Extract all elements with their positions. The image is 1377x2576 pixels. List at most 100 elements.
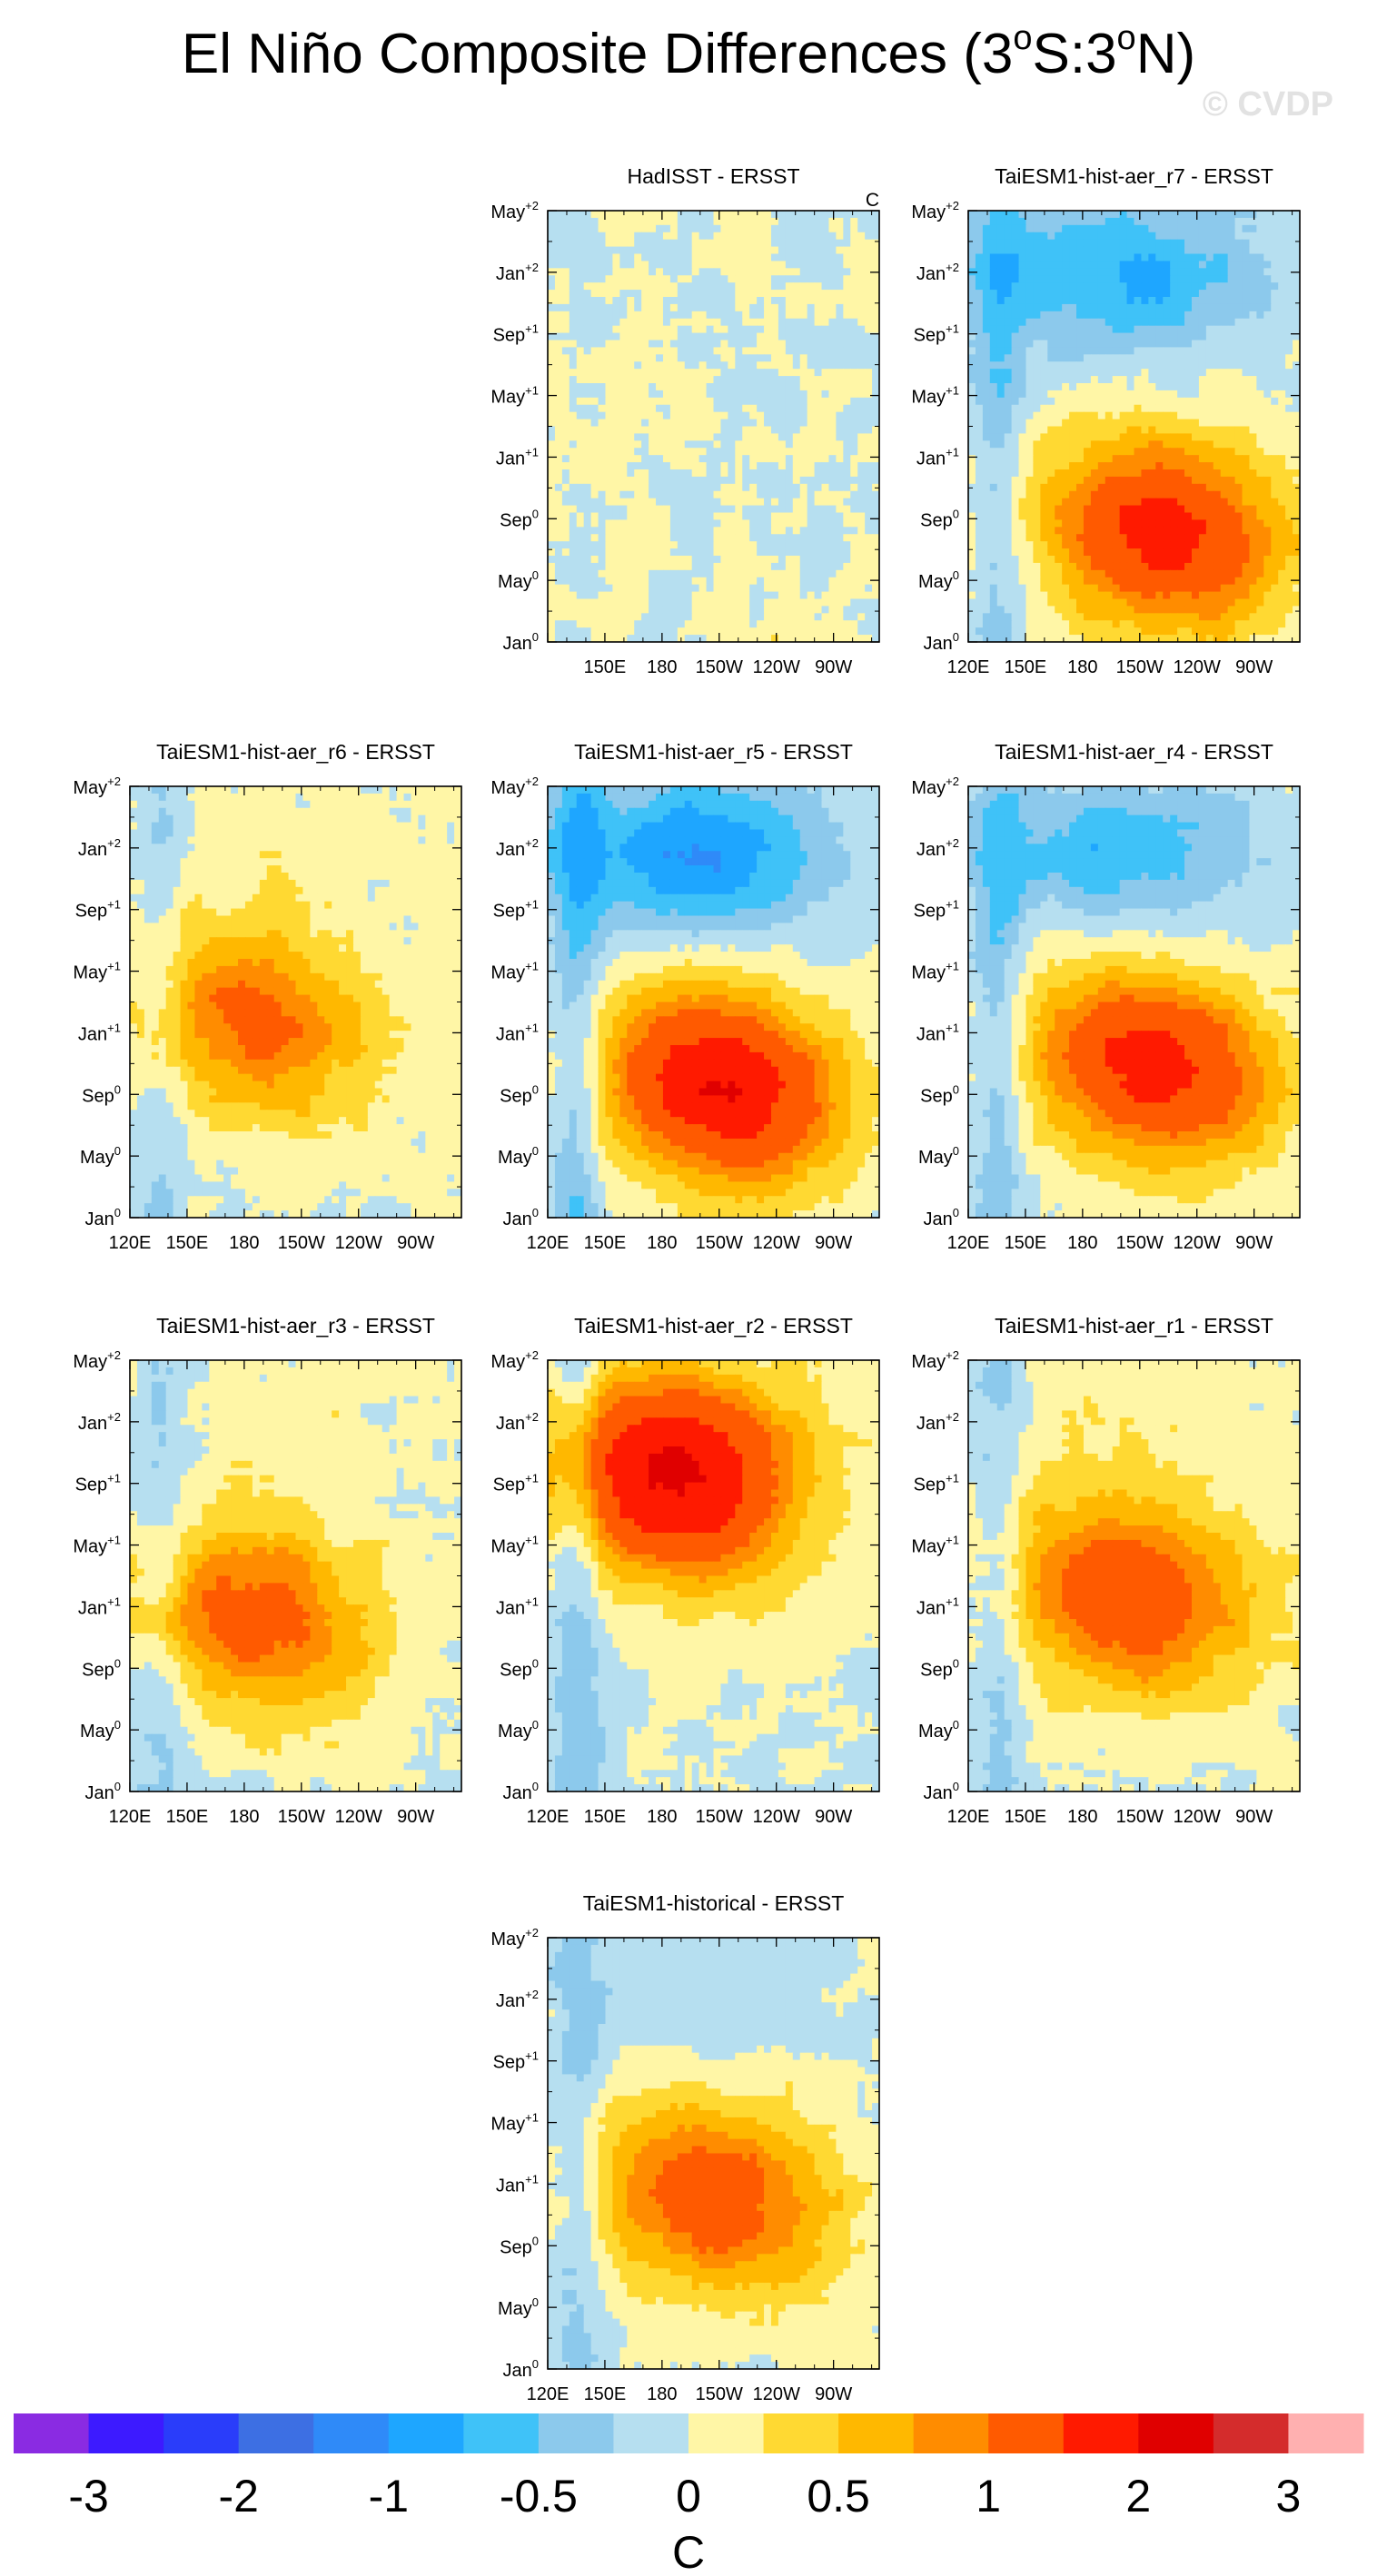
colorbar-label: -3	[68, 2471, 108, 2522]
x-tick-label: 90W	[815, 657, 852, 677]
panel-title: TaiESM1-hist-aer_r1 - ERSST	[995, 1314, 1273, 1337]
x-tick-label: 120E	[109, 1807, 152, 1827]
panel-title: TaiESM1-hist-aer_r6 - ERSST	[156, 740, 435, 764]
x-tick-label: 150E	[1005, 657, 1047, 677]
y-tick-label: Jan+1	[916, 1594, 959, 1618]
sst-field	[548, 786, 879, 1218]
panel-units-label: C	[866, 190, 879, 211]
y-tick-label: Jan+2	[916, 1410, 959, 1434]
x-tick-label: 90W	[1235, 1233, 1273, 1253]
colorbar-box	[1288, 2413, 1364, 2453]
x-tick-label: 150W	[278, 1807, 325, 1827]
panel-title: TaiESM1-historical - ERSST	[583, 1891, 845, 1915]
colorbar-box	[1063, 2413, 1139, 2453]
y-tick-label: Jan0	[503, 630, 539, 654]
y-tick-label: Jan+2	[496, 836, 539, 860]
y-tick-label: Jan0	[924, 1206, 959, 1229]
sst-field	[968, 786, 1300, 1218]
y-tick-label: May+2	[490, 199, 539, 222]
colorbar-box	[238, 2413, 314, 2453]
colorbar-box	[688, 2413, 765, 2453]
panel-grid: HadISST - ERSST C Jan0 May0 Sep0 Jan+1 May+1 Se…	[73, 164, 1301, 2404]
x-tick-label: 90W	[1235, 1807, 1273, 1827]
y-tick-label: Sep0	[500, 507, 539, 530]
colorbar-box	[763, 2413, 839, 2453]
panel-4: TaiESM1-hist-aer_r5 - ERSST Jan0 May0 Sep0 J…	[490, 740, 880, 1253]
x-tick-label: 150E	[1005, 1233, 1047, 1253]
x-tick-label: 150E	[166, 1807, 209, 1827]
y-tick-label: Sep+1	[75, 1472, 121, 1495]
y-tick-label: Sep0	[82, 1082, 121, 1106]
y-tick-label: Jan+2	[496, 261, 539, 284]
x-tick-label: 120E	[947, 1233, 990, 1253]
colorbar-label: -2	[218, 2471, 258, 2522]
colorbar-label: -1	[369, 2471, 409, 2522]
x-tick-label: 150E	[166, 1233, 209, 1253]
x-tick-label: 150E	[584, 1807, 627, 1827]
colorbar-box	[538, 2413, 614, 2453]
y-tick-label: Jan+1	[916, 445, 959, 469]
colorbar-box	[463, 2413, 540, 2453]
colorbar-label: 3	[1275, 2471, 1301, 2522]
x-tick-label: 180	[1067, 1807, 1097, 1827]
y-tick-label: Jan+1	[78, 1021, 121, 1044]
colorbar-box	[313, 2413, 390, 2453]
y-tick-label: Jan0	[503, 1206, 539, 1229]
y-tick-label: Jan+1	[496, 1021, 539, 1044]
y-tick-label: Sep+1	[493, 1472, 539, 1495]
y-tick-label: May0	[80, 1718, 121, 1742]
y-tick-label: Sep+1	[493, 2049, 539, 2073]
x-tick-label: 120W	[1174, 657, 1221, 677]
x-tick-label: 150W	[696, 657, 743, 677]
y-tick-label: May0	[80, 1144, 121, 1168]
colorbar-box	[14, 2413, 90, 2453]
sst-field	[130, 1360, 461, 1791]
y-tick-label: May+2	[911, 775, 959, 798]
y-tick-label: Jan0	[85, 1780, 121, 1803]
colorbar-box	[988, 2413, 1065, 2453]
x-tick-label: 90W	[1235, 657, 1273, 677]
y-tick-label: May+2	[490, 1348, 539, 1372]
panel-7: TaiESM1-hist-aer_r2 - ERSST Jan0 May0 Sep0 J…	[490, 1314, 880, 1827]
x-tick-label: 120E	[527, 2384, 570, 2404]
x-tick-label: 180	[647, 1233, 677, 1253]
x-tick-label: 120W	[753, 2384, 800, 2404]
y-tick-label: Sep0	[920, 1656, 959, 1680]
y-tick-label: Sep0	[82, 1656, 121, 1680]
y-tick-label: Jan0	[503, 1780, 539, 1803]
x-tick-label: 120E	[947, 657, 990, 677]
x-tick-label: 120E	[947, 1807, 990, 1827]
x-tick-label: 120W	[753, 1807, 800, 1827]
y-tick-label: May+2	[490, 1926, 539, 1949]
y-tick-label: May+1	[911, 1534, 959, 1557]
y-tick-label: Jan+2	[916, 261, 959, 284]
x-tick-label: 120W	[335, 1233, 382, 1253]
x-tick-label: 180	[647, 1807, 677, 1827]
sst-field	[548, 1938, 879, 2369]
x-tick-label: 90W	[397, 1807, 434, 1827]
x-tick-label: 150E	[1005, 1807, 1047, 1827]
colorbar-box	[1138, 2413, 1214, 2453]
y-tick-label: Jan+2	[496, 1988, 539, 2011]
x-tick-label: 150W	[696, 1807, 743, 1827]
x-tick-label: 150W	[696, 1233, 743, 1253]
sst-field	[548, 1360, 879, 1791]
y-tick-label: Sep0	[500, 1656, 539, 1680]
x-tick-label: 180	[1067, 657, 1097, 677]
y-tick-label: May+2	[73, 1348, 121, 1372]
y-tick-label: May+2	[911, 1348, 959, 1372]
colorbar-label: 1	[976, 2471, 1001, 2522]
y-tick-label: Jan0	[924, 1780, 959, 1803]
figure-title: El Niño Composite Differences (3oS:3oN)	[182, 19, 1195, 85]
x-tick-label: 180	[229, 1807, 259, 1827]
y-tick-label: Jan+2	[78, 836, 121, 860]
y-tick-label: Jan0	[924, 630, 959, 654]
y-tick-label: Sep+1	[914, 322, 959, 346]
panel-1: HadISST - ERSST C Jan0 May0 Sep0 Jan+1 May+1 Se…	[490, 164, 880, 677]
x-tick-label: 150E	[584, 2384, 627, 2404]
y-tick-label: Sep0	[920, 507, 959, 530]
panel-3: TaiESM1-hist-aer_r6 - ERSST Jan0 May0 Sep0 J…	[73, 740, 462, 1253]
x-tick-label: 150W	[696, 2384, 743, 2404]
x-tick-label: 180	[647, 2384, 677, 2404]
colorbar-label: 0.5	[807, 2471, 870, 2522]
